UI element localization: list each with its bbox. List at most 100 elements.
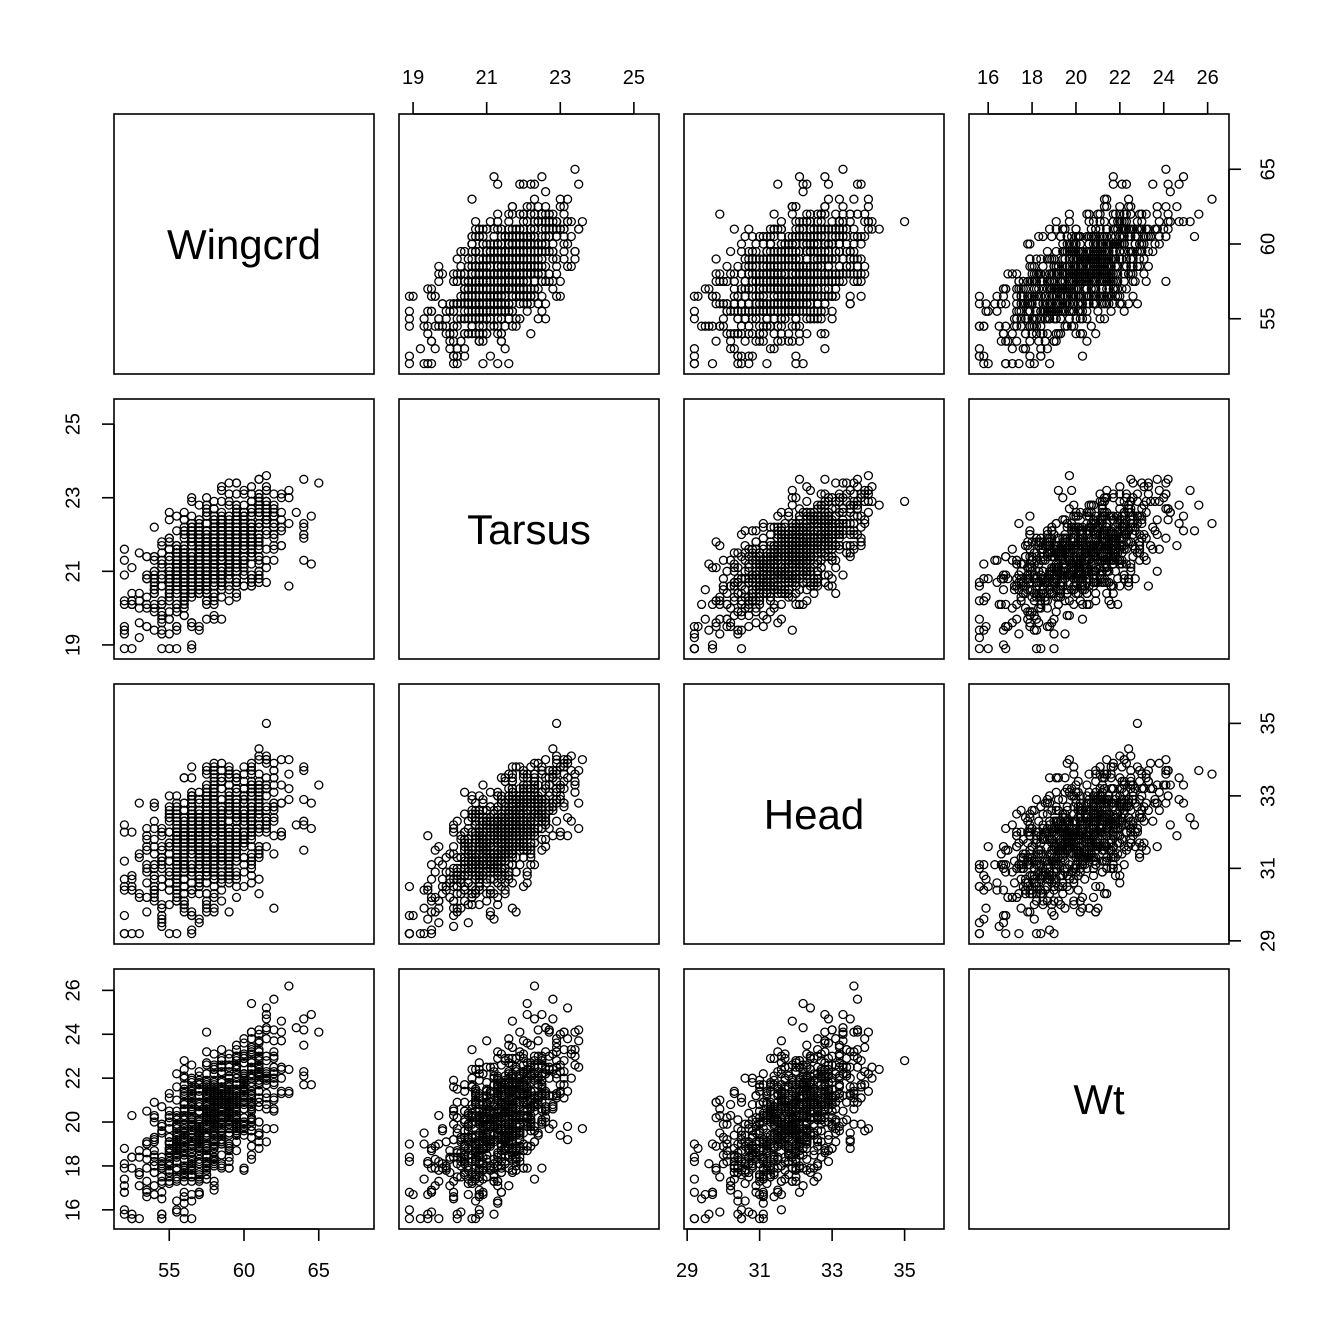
data-point bbox=[478, 336, 488, 346]
data-point bbox=[1007, 329, 1017, 339]
data-point bbox=[992, 306, 1002, 316]
data-point bbox=[736, 239, 747, 249]
data-point bbox=[239, 581, 249, 591]
data-point bbox=[998, 329, 1009, 339]
data-point bbox=[119, 555, 130, 565]
data-point bbox=[522, 216, 532, 227]
data-point bbox=[507, 224, 518, 234]
data-point bbox=[504, 358, 514, 369]
data-point bbox=[452, 351, 462, 361]
data-point bbox=[463, 261, 473, 272]
data-point bbox=[570, 254, 580, 264]
data-point bbox=[838, 570, 848, 580]
data-point bbox=[1115, 201, 1125, 212]
data-point bbox=[437, 299, 448, 309]
data-point bbox=[452, 254, 462, 264]
data-point bbox=[537, 306, 547, 316]
data-point bbox=[834, 194, 845, 204]
data-point bbox=[1174, 179, 1184, 189]
data-point bbox=[537, 172, 547, 182]
data-point bbox=[1108, 172, 1118, 182]
data-point bbox=[725, 336, 736, 346]
data-point bbox=[820, 201, 830, 212]
data-point bbox=[820, 344, 830, 354]
data-point bbox=[504, 209, 514, 219]
data-point bbox=[493, 216, 503, 227]
data-point bbox=[725, 246, 736, 257]
data-point bbox=[548, 216, 558, 227]
data-point bbox=[467, 269, 477, 279]
data-point bbox=[172, 526, 182, 536]
data-point bbox=[526, 179, 536, 189]
data-point bbox=[470, 216, 481, 227]
data-point bbox=[555, 194, 565, 204]
data-point bbox=[157, 643, 167, 654]
data-point bbox=[551, 291, 562, 301]
data-point bbox=[537, 276, 547, 287]
data-point bbox=[707, 358, 718, 369]
data-point bbox=[577, 216, 588, 227]
data-point bbox=[1014, 518, 1024, 529]
data-point bbox=[574, 179, 584, 189]
data-point bbox=[149, 625, 159, 635]
data-point bbox=[1064, 216, 1075, 227]
data-point bbox=[452, 276, 462, 287]
data-point bbox=[1207, 194, 1217, 204]
data-point bbox=[201, 614, 212, 624]
data-point bbox=[456, 269, 466, 279]
data-point bbox=[551, 224, 562, 234]
data-point bbox=[729, 224, 739, 234]
data-point bbox=[529, 209, 540, 219]
data-point bbox=[526, 329, 536, 339]
data-point bbox=[463, 329, 473, 339]
data-point bbox=[404, 291, 415, 301]
data-point bbox=[507, 209, 518, 219]
data-point bbox=[791, 351, 801, 361]
data-point bbox=[434, 261, 444, 272]
data-point bbox=[773, 179, 783, 189]
data-point bbox=[820, 172, 830, 182]
data-point bbox=[899, 216, 910, 227]
data-point bbox=[485, 216, 496, 227]
data-point bbox=[489, 172, 499, 182]
data-point bbox=[172, 511, 182, 521]
data-point bbox=[899, 496, 910, 507]
data-point bbox=[474, 336, 484, 346]
data-point bbox=[276, 540, 287, 551]
data-point bbox=[845, 299, 855, 309]
data-point bbox=[740, 336, 750, 346]
data-point bbox=[467, 239, 477, 249]
data-point bbox=[1161, 201, 1171, 212]
data-point bbox=[540, 216, 551, 227]
data-point bbox=[722, 261, 732, 272]
data-point bbox=[448, 336, 459, 346]
data-point bbox=[493, 358, 503, 369]
data-point bbox=[489, 321, 499, 331]
data-point bbox=[562, 261, 573, 272]
data-point bbox=[478, 358, 488, 369]
data-point bbox=[415, 344, 426, 354]
data-point bbox=[299, 474, 309, 484]
data-point bbox=[515, 314, 525, 324]
data-point bbox=[1093, 306, 1103, 316]
data-point bbox=[689, 314, 700, 324]
data-point bbox=[559, 209, 569, 219]
data-point bbox=[269, 489, 279, 499]
data-point bbox=[794, 474, 805, 484]
data-point bbox=[700, 585, 710, 595]
data-point bbox=[1172, 201, 1182, 212]
data-point bbox=[1077, 351, 1088, 361]
data-point bbox=[269, 555, 279, 565]
data-point bbox=[119, 570, 130, 580]
data-point bbox=[827, 314, 837, 324]
data-point bbox=[537, 261, 547, 272]
data-point bbox=[1161, 276, 1171, 287]
data-point bbox=[1163, 179, 1173, 189]
data-point bbox=[261, 470, 272, 481]
data-point bbox=[1154, 216, 1164, 227]
data-point bbox=[540, 187, 551, 197]
panel-tarsus-wingcrd bbox=[113, 398, 375, 660]
data-point bbox=[555, 224, 565, 234]
data-point bbox=[437, 269, 448, 279]
data-point bbox=[1007, 344, 1017, 354]
